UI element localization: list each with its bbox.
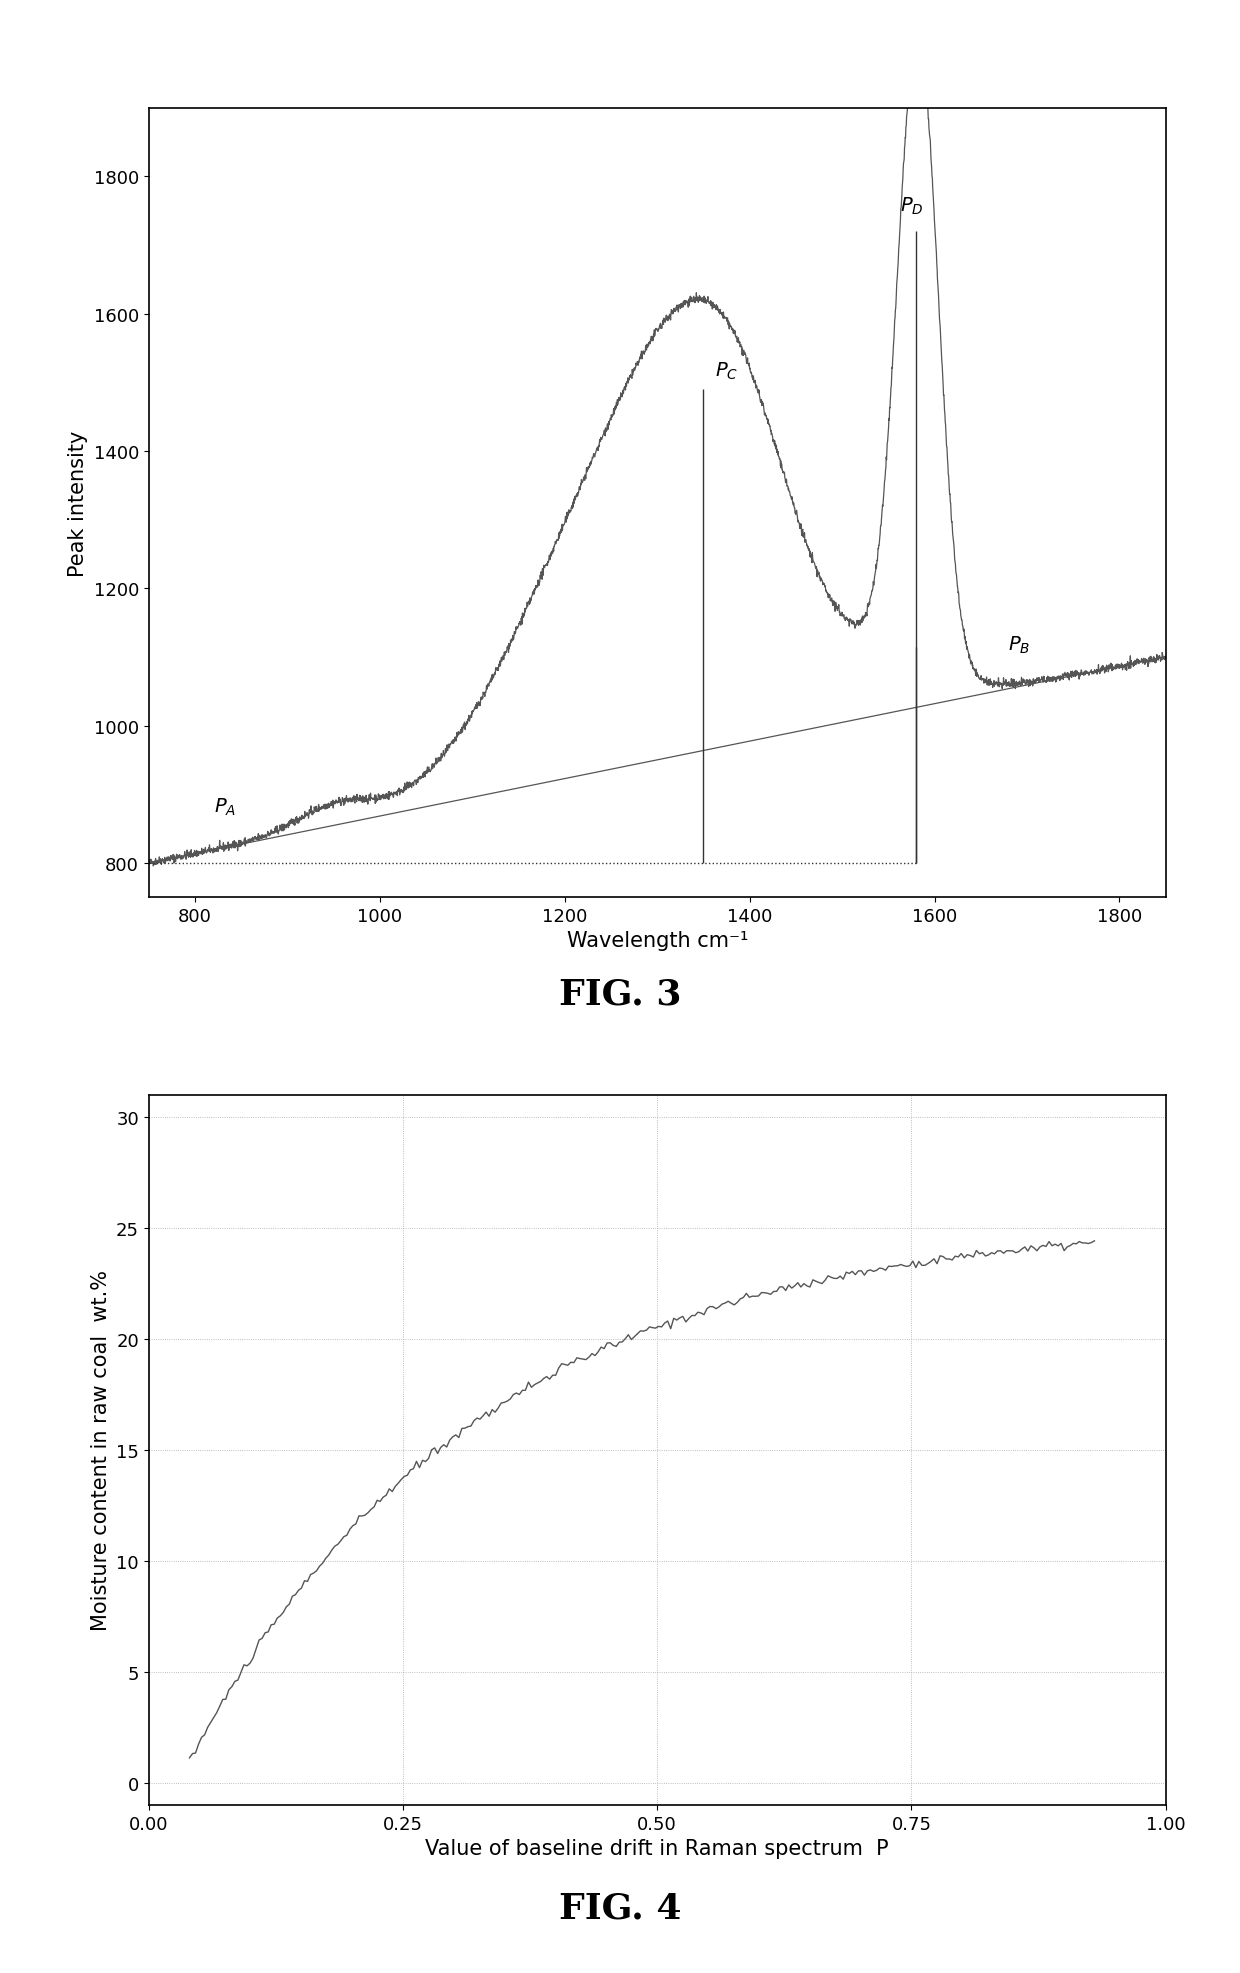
Y-axis label: Peak intensity: Peak intensity	[68, 430, 88, 576]
Text: $P_A$: $P_A$	[213, 795, 236, 817]
Y-axis label: Moisture content in raw coal  wt.%: Moisture content in raw coal wt.%	[91, 1271, 110, 1630]
Text: FIG. 4: FIG. 4	[559, 1890, 681, 1924]
Text: $P_C$: $P_C$	[715, 361, 739, 381]
Text: $P_D$: $P_D$	[900, 195, 924, 217]
Text: FIG. 3: FIG. 3	[559, 977, 681, 1010]
X-axis label: Value of baseline drift in Raman spectrum  P: Value of baseline drift in Raman spectru…	[425, 1839, 889, 1859]
Text: $P_B$: $P_B$	[1008, 635, 1030, 655]
X-axis label: Wavelength cm⁻¹: Wavelength cm⁻¹	[567, 931, 748, 951]
